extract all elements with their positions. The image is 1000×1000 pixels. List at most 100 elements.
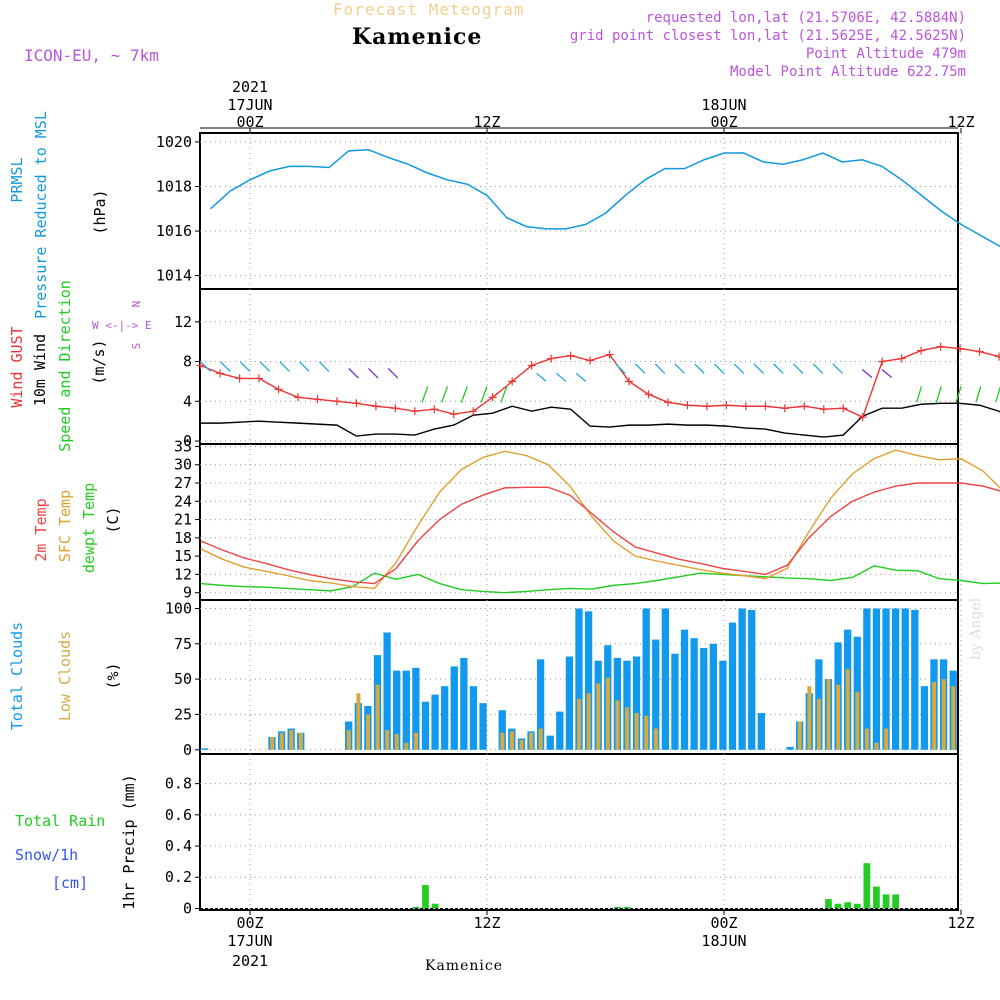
label-total-rain: Total Rain bbox=[15, 812, 105, 830]
rain-bar bbox=[853, 903, 861, 909]
low-cloud-bar bbox=[365, 714, 371, 750]
ylabel-hpa: (hPa) bbox=[91, 189, 109, 234]
low-cloud-bar bbox=[951, 686, 956, 750]
bottom-hour-label-3: 12Z bbox=[947, 914, 974, 932]
forecast-title: Forecast Meteogram bbox=[333, 0, 525, 19]
ylabel-wind-gust: Wind GUST bbox=[8, 326, 26, 407]
rain-bar bbox=[614, 906, 621, 909]
low-cloud-bar bbox=[932, 681, 937, 750]
bottom-date-label-2: 18JUN bbox=[701, 932, 746, 950]
gust-marker bbox=[313, 395, 322, 404]
gust-marker bbox=[586, 356, 595, 365]
total-cloud-bar bbox=[709, 643, 717, 750]
gust-marker bbox=[625, 377, 634, 386]
gust-marker bbox=[449, 410, 458, 419]
top-hour-label-0: 00Z bbox=[236, 113, 263, 131]
ytick-label-pressure-2: 1018 bbox=[156, 177, 192, 195]
rain-bar bbox=[844, 902, 852, 909]
gust-marker bbox=[605, 350, 614, 359]
wind-arrow bbox=[773, 363, 784, 374]
low-cloud-bar bbox=[413, 732, 418, 750]
wind-arrow bbox=[753, 363, 764, 374]
wind-arrow bbox=[555, 372, 567, 382]
ytick-label-temperature-1: 12 bbox=[174, 565, 192, 583]
wind-arrow bbox=[832, 363, 843, 374]
low-cloud-bar bbox=[279, 732, 284, 750]
low-cloud-bar bbox=[356, 693, 361, 750]
ylabel-speed-direction: Speed and Direction bbox=[56, 280, 74, 452]
gust-marker bbox=[936, 342, 945, 351]
rain-bar bbox=[882, 894, 890, 909]
total-cloud-bar bbox=[757, 713, 765, 750]
wind-arrow bbox=[500, 386, 508, 403]
total-cloud-bar bbox=[632, 656, 641, 750]
low-cloud-bar bbox=[538, 728, 543, 750]
total-cloud-bar bbox=[546, 735, 554, 750]
bottom-location: Kamenice bbox=[425, 958, 503, 974]
gust-marker bbox=[956, 344, 965, 353]
wind-arrow bbox=[935, 386, 942, 403]
low-cloud-bar bbox=[884, 728, 889, 750]
total-cloud-bar bbox=[565, 656, 574, 750]
ytick-label-clouds-0: 0 bbox=[183, 741, 192, 759]
wind-arrow bbox=[674, 363, 685, 374]
gust-marker bbox=[819, 405, 828, 414]
panel-frame-temperature bbox=[199, 443, 959, 601]
compass-north: N bbox=[130, 301, 143, 308]
total-cloud-bar bbox=[431, 694, 439, 750]
wind-arrow bbox=[575, 372, 587, 382]
wind-arrow bbox=[421, 386, 429, 403]
total-cloud-bar bbox=[469, 686, 478, 750]
ytick-label-precip-0: 0 bbox=[183, 899, 192, 917]
total-cloud-bar bbox=[891, 608, 900, 750]
ytick-label-temperature-7: 30 bbox=[174, 456, 192, 474]
rain-bar bbox=[412, 906, 420, 909]
gust-marker bbox=[332, 397, 341, 406]
total-cloud-bar bbox=[748, 609, 756, 750]
location-title: Kamenice bbox=[352, 24, 483, 50]
rain-bar bbox=[863, 863, 871, 909]
dewpt-temp-line bbox=[200, 565, 1000, 594]
low-cloud-bar bbox=[577, 698, 582, 750]
ylabel-ms: (m/s) bbox=[90, 339, 108, 384]
total-cloud-bar bbox=[786, 746, 794, 750]
ytick-label-pressure-1: 1016 bbox=[156, 222, 192, 240]
gust-marker bbox=[975, 347, 984, 356]
gust-marker bbox=[663, 398, 672, 407]
total-cloud-bar bbox=[536, 659, 545, 750]
low-cloud-bar bbox=[375, 684, 380, 750]
temp-2m-line bbox=[200, 482, 1000, 585]
rain-bar bbox=[825, 899, 832, 909]
total-cloud-bar bbox=[882, 608, 890, 750]
low-cloud-bar bbox=[634, 713, 639, 750]
gust-marker bbox=[410, 407, 419, 416]
model-altitude: Model Point Altitude 622.75m bbox=[729, 64, 966, 80]
gust-marker bbox=[547, 354, 556, 363]
ytick-label-precip-1: 0.2 bbox=[165, 868, 192, 886]
ylabel-pressure-msl: Pressure Reduced to MSL bbox=[32, 111, 50, 319]
wind-arrow bbox=[861, 368, 873, 378]
ytick-label-clouds-2: 50 bbox=[174, 670, 192, 688]
ylabel-prmsl: PRMSL bbox=[8, 157, 26, 202]
ytick-label-pressure-0: 1014 bbox=[156, 267, 192, 285]
low-cloud-bar bbox=[855, 691, 860, 750]
wind-arrow bbox=[368, 368, 379, 379]
wind-arrow bbox=[615, 363, 626, 374]
total-cloud-bar bbox=[421, 701, 430, 750]
gust-marker bbox=[722, 401, 731, 410]
ytick-label-wind-3: 12 bbox=[174, 313, 192, 331]
wind-arrow bbox=[713, 363, 725, 374]
gust-marker bbox=[702, 402, 711, 411]
total-cloud-bar bbox=[738, 608, 746, 750]
ytick-label-clouds-1: 25 bbox=[174, 705, 192, 723]
low-cloud-bar bbox=[270, 737, 275, 750]
total-cloud-bar bbox=[584, 611, 593, 750]
label-snow: Snow/1h bbox=[15, 846, 78, 864]
ytick-label-wind-2: 8 bbox=[183, 353, 192, 371]
total-cloud-bar bbox=[671, 653, 679, 750]
low-cloud-bar bbox=[404, 742, 409, 750]
total-cloud-bar bbox=[450, 666, 458, 750]
gust-marker bbox=[352, 399, 361, 408]
low-cloud-bar bbox=[864, 728, 869, 750]
